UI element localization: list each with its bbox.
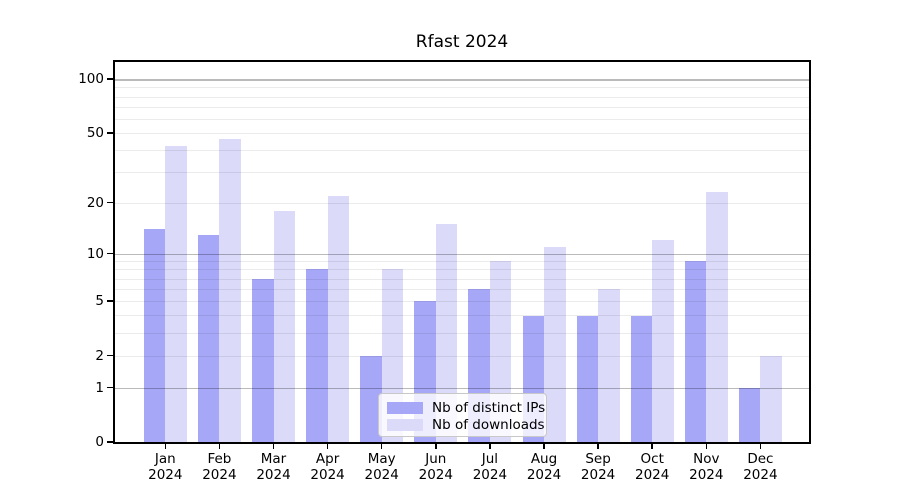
y-tick-label: 2 — [95, 347, 104, 364]
x-tick-label-feb: Feb 2024 — [202, 451, 237, 483]
gridline-minor — [115, 150, 809, 152]
y-tick-label: 5 — [95, 293, 104, 310]
gridline-minor — [115, 87, 809, 89]
y-tick-mark — [107, 252, 113, 255]
y-tick-mark — [107, 132, 113, 134]
y-tick-mark — [107, 386, 113, 389]
x-tick-label-jun: Jun 2024 — [418, 451, 453, 483]
bar-distinct-ips-nov — [684, 261, 707, 442]
x-tick-mark — [326, 444, 329, 449]
gridline-minor — [115, 118, 809, 120]
gridline-major — [115, 79, 809, 81]
x-tick-mark — [489, 444, 491, 449]
bar-downloads-apr — [327, 195, 350, 442]
bar-distinct-ips-apr — [306, 269, 328, 442]
bar-distinct-ips-oct — [630, 315, 653, 442]
x-tick-label-oct: Oct 2024 — [635, 451, 670, 483]
x-tick-mark — [543, 444, 545, 449]
bar-distinct-ips-jan — [143, 229, 166, 442]
bar-downloads-mar — [273, 210, 295, 442]
gridline-minor — [115, 315, 809, 317]
x-tick-mark — [435, 444, 437, 449]
legend-label-distinct-ips: Nb of distinct IPs — [432, 399, 546, 416]
bar-distinct-ips-feb — [197, 234, 220, 442]
legend-label-downloads: Nb of downloads — [432, 416, 545, 433]
bar-distinct-ips-mar — [252, 278, 274, 442]
bar-distinct-ips-dec — [738, 387, 761, 442]
legend-swatch-downloads — [387, 418, 423, 431]
x-tick-label-mar: Mar 2024 — [256, 451, 291, 483]
x-tick-mark — [164, 444, 167, 449]
bar-downloads-dec — [760, 355, 782, 442]
x-tick-mark — [218, 444, 221, 449]
x-tick-mark — [597, 444, 599, 449]
x-tick-label-may: May 2024 — [364, 451, 399, 483]
gridline-minor — [115, 355, 809, 357]
gridline-minor — [115, 96, 809, 98]
x-tick-label-dec: Dec 2024 — [743, 451, 778, 483]
x-tick-label-aug: Aug 2024 — [526, 451, 562, 483]
legend-swatch-distinct-ips — [387, 401, 423, 414]
legend-entry-distinct-ips: Nb of distinct IPs — [387, 399, 545, 416]
x-tick-label-jul: Jul 2024 — [472, 451, 508, 483]
bar-distinct-ips-sep — [576, 315, 599, 442]
gridline-minor — [115, 278, 809, 280]
x-tick-label-sep: Sep 2024 — [580, 451, 616, 483]
x-tick-mark — [272, 444, 275, 449]
y-tick-label: 20 — [86, 194, 104, 211]
gridline-minor — [115, 132, 809, 134]
bar-distinct-ips-may — [360, 355, 382, 442]
y-tick-mark — [107, 354, 113, 357]
bar-downloads-aug — [544, 246, 566, 442]
legend: Nb of distinct IPs Nb of downloads — [378, 393, 547, 437]
bar-downloads-oct — [652, 240, 674, 442]
y-tick-label: 50 — [86, 124, 104, 141]
y-tick-mark — [107, 441, 113, 443]
gridline-minor — [115, 261, 809, 262]
x-tick-label-jan: Jan 2024 — [148, 451, 183, 483]
bar-downloads-jan — [165, 146, 187, 442]
y-tick-label: 10 — [86, 245, 104, 262]
gridline-minor — [115, 333, 809, 335]
x-tick-mark — [380, 444, 383, 449]
legend-entry-downloads: Nb of downloads — [387, 416, 545, 433]
gridline-major — [115, 387, 809, 389]
x-tick-mark — [759, 444, 762, 449]
gridline-minor — [115, 269, 809, 271]
gridline-minor — [115, 301, 809, 303]
chart-title: Rfast 2024 — [415, 32, 509, 52]
bar-downloads-jun — [435, 224, 458, 442]
plot-area — [113, 60, 811, 444]
x-tick-mark — [705, 444, 708, 449]
y-tick-mark — [107, 201, 113, 204]
bar-downloads-sep — [598, 289, 620, 442]
gridline-major — [115, 253, 809, 255]
y-tick-mark — [107, 300, 113, 302]
gridline-minor — [115, 172, 809, 174]
gridline-minor — [115, 289, 809, 291]
y-tick-label: 100 — [78, 71, 104, 88]
bar-downloads-feb — [219, 139, 241, 442]
gridline-minor — [115, 202, 809, 204]
x-tick-label-apr: Apr 2024 — [310, 451, 345, 483]
x-tick-label-nov: Nov 2024 — [689, 451, 724, 483]
y-tick-mark — [107, 78, 113, 80]
x-tick-mark — [651, 444, 653, 449]
y-tick-label: 1 — [95, 379, 104, 396]
y-tick-label: 0 — [95, 434, 104, 450]
bar-downloads-nov — [706, 192, 728, 442]
gridline-minor — [115, 106, 809, 108]
